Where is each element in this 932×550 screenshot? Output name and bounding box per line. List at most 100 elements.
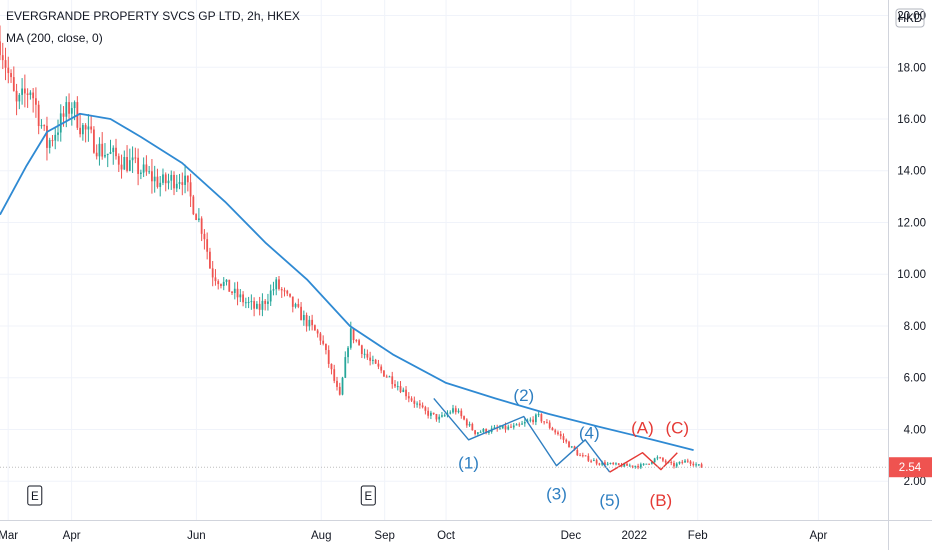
candle-body bbox=[371, 359, 374, 361]
candle-body bbox=[430, 412, 432, 416]
candle-body bbox=[609, 462, 612, 464]
candle-body bbox=[236, 288, 239, 298]
candle-body bbox=[452, 408, 454, 413]
candle-body bbox=[562, 436, 565, 440]
candle-body bbox=[546, 422, 548, 424]
annotation-layer: (1) (2) (3) (4) (5) (A) (B) (C) E E bbox=[27, 386, 689, 510]
candle-body bbox=[197, 218, 200, 220]
candle-body bbox=[341, 377, 344, 395]
candle-body bbox=[101, 143, 104, 157]
candle-body bbox=[206, 239, 209, 252]
candle-body bbox=[327, 350, 330, 364]
candle-body bbox=[84, 125, 87, 130]
series-layer bbox=[0, 25, 888, 473]
candle-body bbox=[4, 60, 7, 68]
candle-body bbox=[686, 460, 689, 462]
candle-body bbox=[59, 113, 62, 133]
candle-body bbox=[289, 293, 291, 297]
candle-body bbox=[601, 462, 604, 465]
candle-body bbox=[70, 108, 73, 114]
candle-body bbox=[90, 126, 93, 130]
candle-body bbox=[159, 182, 162, 187]
candle-body bbox=[557, 432, 559, 435]
candle-body bbox=[269, 290, 272, 302]
candle-body bbox=[21, 88, 23, 95]
candle-body bbox=[385, 376, 388, 378]
y-tick-label: 16.00 bbox=[897, 114, 926, 126]
candle-body bbox=[465, 419, 468, 426]
candle-body bbox=[333, 369, 336, 381]
candle-body bbox=[581, 455, 584, 457]
earnings-marker-label: E bbox=[31, 491, 39, 503]
candle-body bbox=[662, 458, 664, 461]
candle-body bbox=[195, 214, 198, 220]
y-tick-label: 20.00 bbox=[897, 11, 926, 23]
candle-body bbox=[261, 300, 264, 310]
candle-body bbox=[659, 457, 662, 459]
candle-body bbox=[493, 427, 496, 429]
candle-body bbox=[637, 465, 639, 468]
candle-body bbox=[565, 439, 568, 442]
candle-body bbox=[175, 183, 178, 189]
candle-body bbox=[394, 384, 396, 387]
candle-body bbox=[648, 463, 651, 465]
candle-body bbox=[15, 90, 18, 102]
x-tick-label: Sep bbox=[374, 530, 394, 542]
candle-body bbox=[156, 176, 159, 187]
wave-label: (1) bbox=[458, 453, 479, 472]
candle-body bbox=[656, 457, 659, 459]
candle-body bbox=[540, 414, 543, 422]
candle-body bbox=[476, 432, 479, 434]
candle-body bbox=[617, 463, 620, 465]
candle-body bbox=[678, 461, 681, 464]
candle-body bbox=[551, 427, 554, 431]
candle-body bbox=[173, 174, 175, 189]
candle-body bbox=[504, 425, 507, 430]
candle-body bbox=[200, 218, 203, 234]
indicator-label[interactable]: MA (200, close, 0) bbox=[6, 31, 103, 45]
candle-body bbox=[217, 281, 220, 285]
candle-body bbox=[35, 98, 37, 105]
candle-body bbox=[79, 127, 82, 135]
candle-body bbox=[612, 462, 615, 465]
candle-body bbox=[98, 143, 101, 157]
candle-body bbox=[244, 302, 247, 304]
candle-body bbox=[43, 125, 46, 127]
candle-body bbox=[670, 462, 673, 464]
candle-body bbox=[692, 463, 695, 466]
candle-body bbox=[192, 196, 195, 215]
x-tick-label: Oct bbox=[437, 530, 456, 542]
candle-body bbox=[424, 407, 427, 411]
candle-body bbox=[1, 55, 4, 61]
candle-body bbox=[106, 153, 109, 155]
candle-body bbox=[203, 233, 206, 240]
y-tick-label: 18.00 bbox=[897, 62, 926, 74]
candle-body bbox=[322, 340, 325, 344]
candle-body bbox=[559, 434, 562, 437]
candle-body bbox=[374, 359, 377, 364]
candle-body bbox=[457, 410, 460, 413]
earnings-marker bbox=[360, 485, 376, 506]
candle-body bbox=[554, 430, 557, 433]
candle-body bbox=[418, 403, 421, 406]
candle-body bbox=[427, 410, 430, 416]
candle-body bbox=[253, 301, 256, 309]
candle-body bbox=[145, 164, 148, 172]
candle-body bbox=[523, 421, 526, 424]
candle-body bbox=[366, 353, 369, 358]
candle-body bbox=[32, 92, 35, 99]
candle-body bbox=[313, 325, 316, 331]
candle-body bbox=[410, 398, 413, 401]
candle-body bbox=[222, 281, 225, 286]
candle-body bbox=[595, 460, 598, 464]
candle-body bbox=[681, 461, 684, 463]
candle-body bbox=[518, 424, 521, 426]
candle-body bbox=[300, 306, 302, 321]
candle-body bbox=[570, 446, 573, 448]
candle-body bbox=[258, 303, 261, 310]
candle-body bbox=[700, 464, 703, 468]
x-tick-label: Mar bbox=[0, 530, 18, 542]
candle-body bbox=[468, 423, 471, 426]
